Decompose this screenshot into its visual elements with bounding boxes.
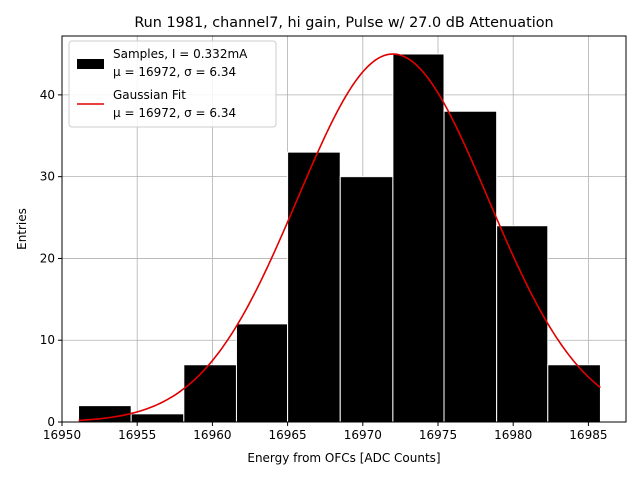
legend-stats-samples: μ = 16972, σ = 6.34 <box>113 65 236 79</box>
x-axis-ticks: 16950 16955 16960 16965 16970 16975 16980 16985 <box>43 422 607 442</box>
histogram-bar-8 <box>496 225 549 423</box>
legend-box <box>68 40 277 128</box>
x-tick-label: 16985 <box>569 428 607 442</box>
histogram-bar-4 <box>287 151 341 423</box>
x-tick-label: 16975 <box>419 428 457 442</box>
histogram-bar-5 <box>339 176 394 423</box>
legend-label-samples: Samples, I = 0.332mA <box>113 47 248 61</box>
x-tick-label: 16970 <box>344 428 382 442</box>
legend-stats-fit: μ = 16972, σ = 6.34 <box>113 106 236 120</box>
histogram-bar-2 <box>183 364 237 423</box>
x-tick-label: 16955 <box>118 428 156 442</box>
chart-title: Run 1981, channel7, hi gain, Pulse w/ 27… <box>134 15 553 31</box>
histogram-bar-9 <box>547 364 601 423</box>
x-tick-label: 16950 <box>43 428 81 442</box>
x-axis-label: Energy from OFCs [ADC Counts] <box>247 451 440 465</box>
y-tick-label: 30 <box>40 170 55 184</box>
y-tick-label: 10 <box>40 333 55 347</box>
x-tick-label: 16960 <box>193 428 231 442</box>
legend-swatch-samples <box>77 59 104 69</box>
y-tick-label: 40 <box>40 88 55 102</box>
y-tick-label: 0 <box>47 415 55 429</box>
y-axis-ticks: 0 10 20 30 40 <box>40 88 62 429</box>
histogram-bar-6 <box>392 53 445 423</box>
x-tick-label: 16965 <box>269 428 307 442</box>
plot-frame <box>61 35 627 423</box>
legend-label-fit: Gaussian Fit <box>113 88 186 102</box>
histogram-bar-1 <box>130 413 185 423</box>
x-tick-label: 16980 <box>494 428 532 442</box>
gaussian-fit-line <box>78 53 601 422</box>
histogram-bar-7 <box>443 110 498 423</box>
y-tick-label: 20 <box>40 251 55 265</box>
histogram-bars <box>78 53 601 423</box>
histogram-bar-3 <box>235 323 289 423</box>
legend: Samples, I = 0.332mA μ = 16972, σ = 6.34… <box>68 40 277 128</box>
y-axis-label: Entries <box>15 208 29 250</box>
